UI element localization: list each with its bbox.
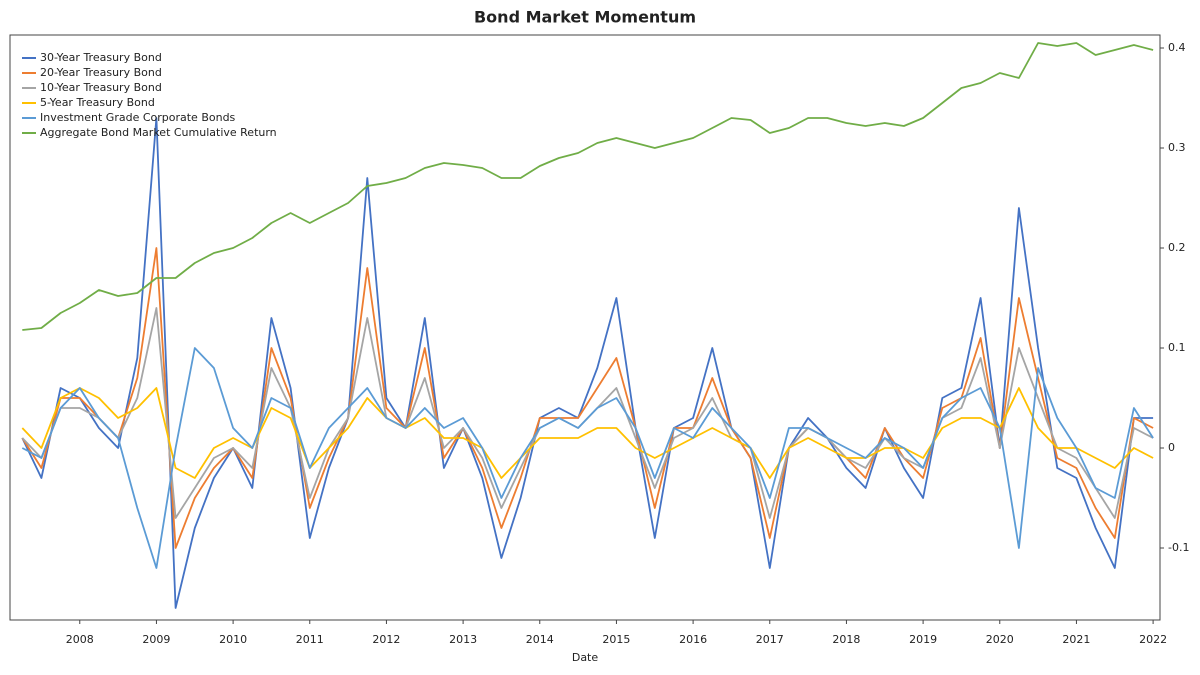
legend-label: 10-Year Treasury Bond <box>40 81 162 94</box>
legend-label: 30-Year Treasury Bond <box>40 51 162 64</box>
x-tick-label: 2012 <box>372 633 400 646</box>
x-tick-label: 2021 <box>1062 633 1090 646</box>
legend-label: Investment Grade Corporate Bonds <box>40 111 236 124</box>
y-tick-label: 0.1 <box>1168 341 1186 354</box>
legend-label: 20-Year Treasury Bond <box>40 66 162 79</box>
series-line <box>21 387 1154 479</box>
series-line <box>21 247 1154 549</box>
series-line <box>21 117 1154 609</box>
x-tick-label: 2011 <box>296 633 324 646</box>
series-line <box>22 42 1154 331</box>
y-tick-label: 0 <box>1168 441 1175 454</box>
x-tick-label: 2018 <box>832 633 860 646</box>
chart-title: Bond Market Momentum <box>474 8 696 27</box>
y-tick-label: 0.2 <box>1168 241 1186 254</box>
plot-frame <box>9 34 1161 621</box>
x-tick-label: 2020 <box>986 633 1014 646</box>
x-tick-label: 2022 <box>1139 633 1167 646</box>
x-axis-label: Date <box>572 651 599 664</box>
x-tick-label: 2008 <box>66 633 94 646</box>
x-tick-label: 2019 <box>909 633 937 646</box>
y-tick-label: 0.4 <box>1168 41 1186 54</box>
x-tick-label: 2014 <box>526 633 554 646</box>
series-line <box>21 307 1154 519</box>
x-tick-label: 2009 <box>142 633 170 646</box>
series-line <box>21 347 1154 569</box>
legend-label: 5-Year Treasury Bond <box>40 96 155 109</box>
x-tick-label: 2015 <box>602 633 630 646</box>
x-tick-label: 2010 <box>219 633 247 646</box>
y-tick-label: 0.3 <box>1168 141 1186 154</box>
x-tick-label: 2013 <box>449 633 477 646</box>
x-tick-label: 2017 <box>756 633 784 646</box>
legend-label: Aggregate Bond Market Cumulative Return <box>40 126 277 139</box>
y-tick-label: -0.1 <box>1168 541 1189 554</box>
x-tick-label: 2016 <box>679 633 707 646</box>
